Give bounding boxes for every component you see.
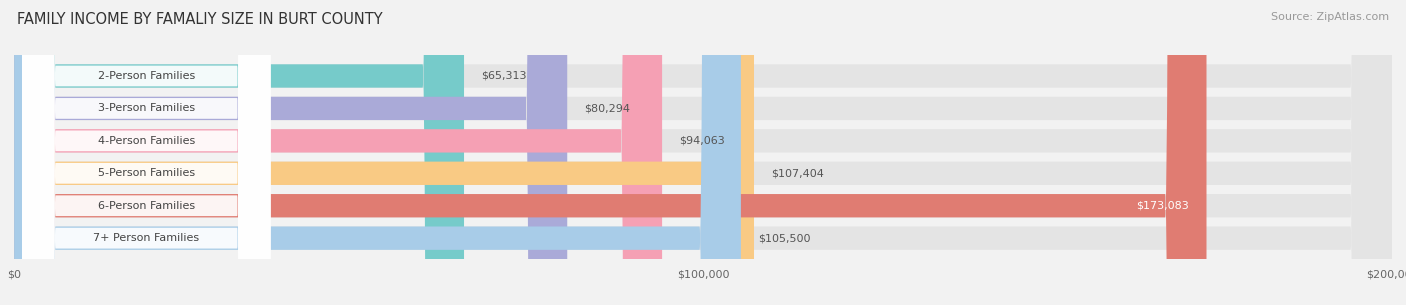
Text: 5-Person Families: 5-Person Families bbox=[98, 168, 195, 178]
Text: Source: ZipAtlas.com: Source: ZipAtlas.com bbox=[1271, 12, 1389, 22]
FancyBboxPatch shape bbox=[14, 0, 1392, 305]
Text: 2-Person Families: 2-Person Families bbox=[97, 71, 195, 81]
FancyBboxPatch shape bbox=[22, 0, 270, 305]
FancyBboxPatch shape bbox=[14, 0, 567, 305]
Text: $65,313: $65,313 bbox=[481, 71, 527, 81]
Text: $105,500: $105,500 bbox=[758, 233, 811, 243]
FancyBboxPatch shape bbox=[22, 0, 270, 305]
FancyBboxPatch shape bbox=[14, 0, 1392, 305]
FancyBboxPatch shape bbox=[22, 0, 270, 305]
FancyBboxPatch shape bbox=[14, 0, 1206, 305]
Text: 4-Person Families: 4-Person Families bbox=[97, 136, 195, 146]
FancyBboxPatch shape bbox=[14, 0, 741, 305]
Text: FAMILY INCOME BY FAMALIY SIZE IN BURT COUNTY: FAMILY INCOME BY FAMALIY SIZE IN BURT CO… bbox=[17, 12, 382, 27]
FancyBboxPatch shape bbox=[22, 0, 270, 305]
FancyBboxPatch shape bbox=[14, 0, 754, 305]
Text: 7+ Person Families: 7+ Person Families bbox=[93, 233, 200, 243]
Text: $173,083: $173,083 bbox=[1136, 201, 1189, 211]
Text: $107,404: $107,404 bbox=[772, 168, 824, 178]
FancyBboxPatch shape bbox=[14, 0, 1392, 305]
FancyBboxPatch shape bbox=[14, 0, 1392, 305]
FancyBboxPatch shape bbox=[14, 0, 662, 305]
Text: 3-Person Families: 3-Person Families bbox=[98, 103, 195, 113]
Text: 6-Person Families: 6-Person Families bbox=[98, 201, 195, 211]
FancyBboxPatch shape bbox=[14, 0, 464, 305]
Text: $80,294: $80,294 bbox=[585, 103, 630, 113]
FancyBboxPatch shape bbox=[22, 0, 270, 305]
FancyBboxPatch shape bbox=[14, 0, 1392, 305]
Text: $94,063: $94,063 bbox=[679, 136, 725, 146]
FancyBboxPatch shape bbox=[14, 0, 1392, 305]
FancyBboxPatch shape bbox=[22, 0, 270, 305]
